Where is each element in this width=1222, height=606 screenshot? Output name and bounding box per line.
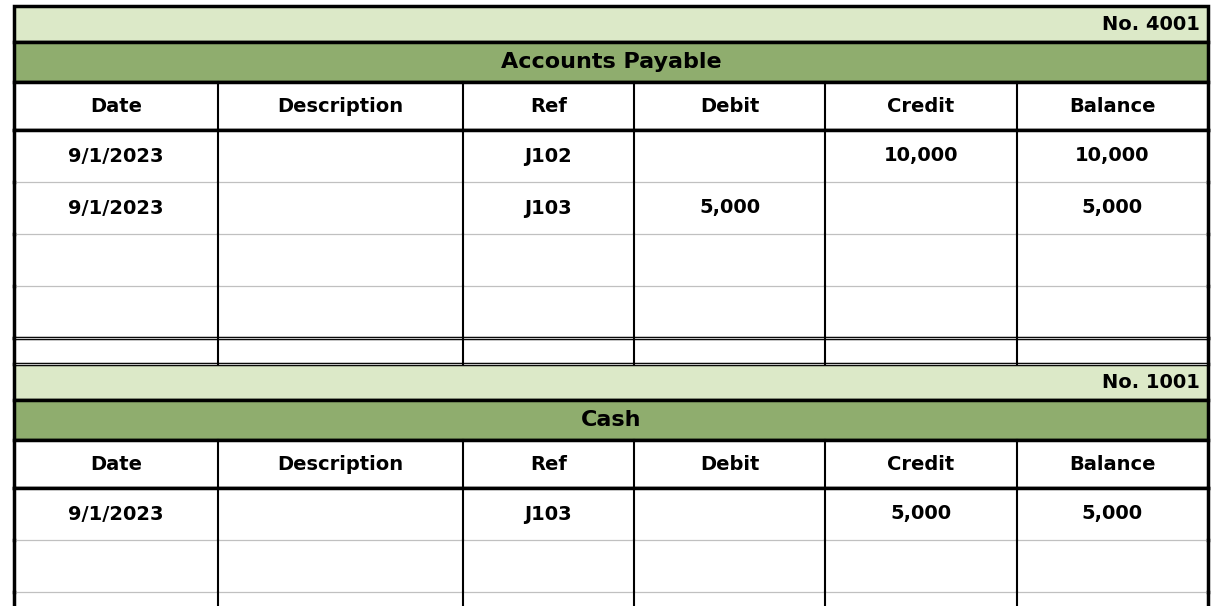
Text: Debit: Debit [700,96,759,116]
Bar [13,400,1209,440]
Text: Ref: Ref [530,96,567,116]
Bar [13,6,1209,42]
Bar [13,182,1209,234]
Text: Balance: Balance [1069,96,1156,116]
Text: J103: J103 [524,505,572,524]
Text: 5,000: 5,000 [699,199,760,218]
Bar [13,234,1209,286]
Bar [13,488,1209,540]
Text: Balance: Balance [1069,454,1156,473]
Bar [13,364,1209,400]
Bar [13,130,1209,182]
Text: 9/1/2023: 9/1/2023 [68,199,164,218]
Text: 5,000: 5,000 [1081,505,1143,524]
Bar [13,42,1209,82]
Text: Accounts Payable: Accounts Payable [501,52,721,72]
Text: Credit: Credit [887,96,954,116]
Text: Description: Description [277,96,403,116]
Text: 5,000: 5,000 [891,505,952,524]
Text: J102: J102 [524,147,572,165]
Text: Cash: Cash [580,410,642,430]
Bar [13,82,1209,130]
Bar [13,338,1209,364]
Bar [13,440,1209,488]
Text: Credit: Credit [887,454,954,473]
Bar [13,286,1209,338]
Text: Date: Date [90,454,142,473]
Text: No. 4001: No. 4001 [1102,15,1200,33]
Text: Ref: Ref [530,454,567,473]
Text: J103: J103 [524,199,572,218]
Bar [13,540,1209,592]
Text: 9/1/2023: 9/1/2023 [68,147,164,165]
Text: Description: Description [277,454,403,473]
Text: No. 1001: No. 1001 [1102,373,1200,391]
Bar [13,592,1209,606]
Text: 5,000: 5,000 [1081,199,1143,218]
Text: 10,000: 10,000 [884,147,958,165]
Text: 9/1/2023: 9/1/2023 [68,505,164,524]
Text: Debit: Debit [700,454,759,473]
Text: 10,000: 10,000 [1075,147,1150,165]
Text: Date: Date [90,96,142,116]
